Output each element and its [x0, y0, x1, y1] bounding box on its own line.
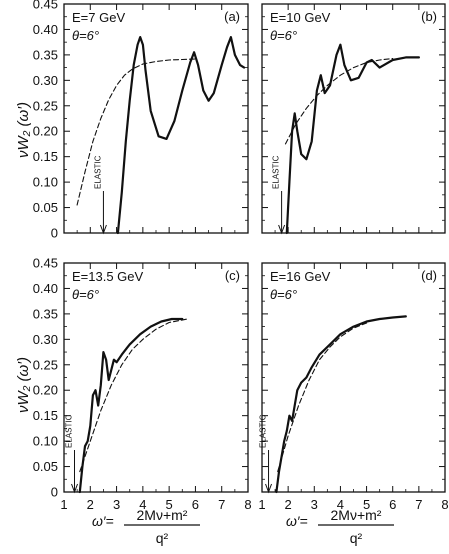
panel-tag: (a) — [224, 9, 240, 24]
xlabel-numerator: 2Mν+m² — [331, 507, 382, 523]
panel-tag: (d) — [421, 268, 437, 283]
dashed-series-line — [277, 322, 368, 473]
dashed-series-line — [79, 318, 189, 473]
panel-tag: (c) — [225, 268, 240, 283]
y-tick-label: 0.40 — [33, 22, 58, 37]
y-tick-label: 0.35 — [33, 47, 58, 62]
angle-annotation: θ=6° — [72, 28, 99, 43]
y-tick-label: 0.20 — [33, 383, 58, 398]
x-tick-label: 6 — [192, 497, 199, 512]
y-tick-label: 0 — [51, 485, 58, 500]
y-tick-label: 0.30 — [33, 332, 58, 347]
ylabel-bottom: νW₂ (ω′) — [15, 357, 32, 413]
x-tick-label: 8 — [244, 497, 251, 512]
elastic-label: ELASTIC — [65, 414, 74, 448]
chart-panel-2: E=10 GeV θ=6° (b) ELASTIC — [261, 3, 446, 235]
y-tick-label: 0.15 — [33, 408, 58, 423]
y-tick-label: 0.25 — [33, 98, 58, 113]
x-tick-label: 5 — [166, 497, 173, 512]
angle-annotation: θ=6° — [270, 287, 297, 302]
chart-panel-3: 0 0.05 0.10 0.15 0.20 0.25 0.30 0.35 0.40 0.45 1 2 3… — [33, 256, 252, 513]
xlabel-left: ω′= 2Mν+m² q² — [92, 507, 200, 546]
solid-series-line — [78, 317, 184, 494]
x-tick-label: 4 — [337, 497, 344, 512]
elastic-marker-arrow — [71, 483, 78, 494]
x-tick-label: 7 — [415, 497, 422, 512]
xlabel-numerator: 2Mν+m² — [137, 507, 188, 523]
dashed-series-line — [76, 58, 196, 206]
x-tick-label: 1 — [258, 497, 265, 512]
y-tick-label: 0.10 — [33, 434, 58, 449]
y-tick-label: 0.15 — [33, 149, 58, 164]
y-tick-label: 0.30 — [33, 73, 58, 88]
y-tick-label: 0.45 — [33, 256, 58, 271]
y-tick-label: 0 — [51, 226, 58, 241]
energy-annotation: E=10 GeV — [270, 10, 331, 25]
panel-tag: (b) — [421, 9, 437, 24]
x-tick-label: 7 — [218, 497, 225, 512]
y-tick-label: 0.40 — [33, 281, 58, 296]
angle-annotation: θ=6° — [72, 287, 99, 302]
solid-series-line — [285, 43, 420, 235]
x-tick-label: 6 — [389, 497, 396, 512]
elastic-marker-arrow — [265, 483, 273, 494]
y-tick-label: 0.05 — [33, 200, 58, 215]
xlabel-denominator: q² — [350, 530, 363, 546]
xlabel-right: ω′= 2Mν+m² q² — [286, 507, 394, 546]
solid-series-line — [116, 36, 246, 235]
energy-annotation: E=7 GeV — [72, 10, 125, 25]
x-tick-label: 8 — [441, 497, 448, 512]
chart-panel-4: 1 2 3 4 5 6 7 8 E=16 GeV θ=6° (d) ELASTIC — [258, 262, 449, 512]
x-tick-label: 3 — [113, 497, 120, 512]
elastic-marker-arrow — [99, 224, 107, 235]
solid-series-line — [275, 315, 407, 494]
x-tick-label: 4 — [139, 497, 146, 512]
ylabel-top: νW₂ (ω′) — [15, 102, 32, 158]
dashed-series-line — [284, 57, 394, 145]
elastic-label: ELASTIC — [93, 155, 102, 189]
angle-annotation: θ=6° — [270, 28, 297, 43]
y-tick-label: 0.20 — [33, 124, 58, 139]
x-tick-label: 3 — [311, 497, 318, 512]
xlabel-prefix: ω′= — [286, 513, 308, 529]
energy-annotation: E=16 GeV — [270, 269, 331, 284]
xlabel-denominator: q² — [156, 530, 169, 546]
x-tick-label: 1 — [60, 497, 67, 512]
energy-annotation: E=13.5 GeV — [72, 269, 144, 284]
x-tick-label: 5 — [363, 497, 370, 512]
panels: 0 0.05 0.10 0.15 0.20 0.25 0.30 0.35 0.40 0.45 E=7… — [33, 0, 449, 512]
elastic-label: ELASTIC — [272, 155, 281, 189]
y-tick-label: 0.35 — [33, 306, 58, 321]
y-tick-label: 0.10 — [33, 175, 58, 190]
x-tick-label: 2 — [285, 497, 292, 512]
xlabel-prefix: ω′= — [92, 513, 114, 529]
y-tick-label: 0.05 — [33, 459, 58, 474]
x-tick-label: 2 — [87, 497, 94, 512]
elastic-marker-arrow — [278, 224, 286, 235]
chart-panel-1: 0 0.05 0.10 0.15 0.20 0.25 0.30 0.35 0.40 0.45 E=7… — [33, 0, 249, 241]
y-tick-label: 0.25 — [33, 357, 58, 372]
y-tick-label: 0.45 — [33, 0, 58, 12]
elastic-label: ELASTIC — [259, 414, 268, 448]
